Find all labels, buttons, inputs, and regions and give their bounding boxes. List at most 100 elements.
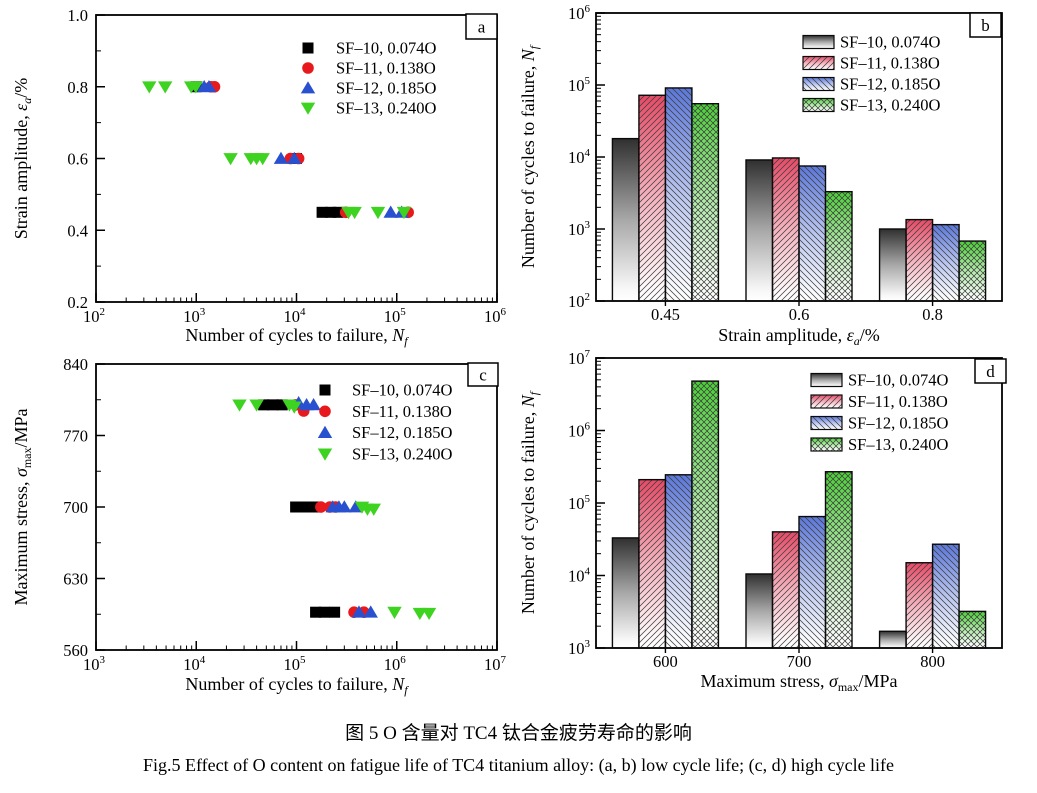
bar-hatch xyxy=(691,381,719,648)
scatter-point xyxy=(315,501,327,513)
tick-label: 700 xyxy=(63,498,88,517)
svg-text:d: d xyxy=(986,362,995,381)
bar-hatch xyxy=(638,479,666,648)
bar-hatch xyxy=(932,544,960,648)
legend-label: SF–13, 0.240O xyxy=(336,99,436,118)
scatter-point xyxy=(287,401,302,414)
svg-text:b: b xyxy=(981,16,990,35)
scatter-point xyxy=(273,151,289,164)
scatter-point xyxy=(300,81,316,94)
x-axis xyxy=(664,301,934,306)
scatter-point xyxy=(249,399,264,412)
legend-label: SF–11, 0.138O xyxy=(848,392,948,411)
tick-label: 106 xyxy=(384,654,407,674)
legend-label: SF–13, 0.240O xyxy=(840,96,940,115)
y-axis xyxy=(596,12,605,302)
legend-label: SF–13, 0.240O xyxy=(352,444,452,463)
scatter-point xyxy=(142,81,157,94)
tick-label: 105 xyxy=(568,493,591,513)
caption-english: Fig.5 Effect of O content on fatigue lif… xyxy=(142,755,895,775)
legend-label: SF–12, 0.185O xyxy=(848,414,948,433)
svg-text:c: c xyxy=(479,366,487,385)
x-axis xyxy=(95,641,498,650)
scatter-point xyxy=(363,605,378,618)
panel-d-bar-chart: 103 104 105 106 107 600 700 800 Maximum stress, … xyxy=(518,350,1007,694)
tick-label: 770 xyxy=(63,427,88,446)
series-1 xyxy=(258,399,341,618)
scatter-point xyxy=(421,607,437,621)
tick-label: 105 xyxy=(284,654,307,674)
x-axis-label: Maximum stress, σmax/MPa xyxy=(700,671,897,694)
y-axis xyxy=(96,14,105,303)
scatter-point xyxy=(232,399,247,412)
x-axis-label: Strain amplitude, εa/% xyxy=(718,325,880,348)
scatter-point xyxy=(351,605,367,618)
scatter-point xyxy=(387,606,402,620)
tick-label: 630 xyxy=(63,570,88,589)
scatter-point xyxy=(308,501,320,513)
x-axis xyxy=(664,648,934,653)
legend-label: SF–12, 0.185O xyxy=(336,79,436,98)
bar-hatch xyxy=(825,191,852,301)
tick-label: 1.0 xyxy=(67,6,88,25)
bar xyxy=(811,373,842,387)
bar xyxy=(612,138,639,301)
legend-label: SF–11, 0.138O xyxy=(840,54,940,73)
scatter-point xyxy=(188,81,204,94)
legend-label: SF–11, 0.138O xyxy=(352,402,452,421)
scatter-point xyxy=(329,606,341,618)
bar xyxy=(803,35,834,49)
tick-label: 0.4 xyxy=(67,221,88,240)
category-label: 0.45 xyxy=(651,305,680,324)
tick-label: 105 xyxy=(384,306,407,326)
tick-label: 107 xyxy=(568,350,591,368)
bar-hatch xyxy=(825,471,852,648)
scatter-point xyxy=(300,102,316,115)
bar-hatch xyxy=(811,416,842,430)
panel-letter: c xyxy=(467,362,499,387)
scatter-point xyxy=(276,399,288,411)
bar-hatch xyxy=(932,224,960,301)
panel-b-bar-chart: 102 103 104 105 106 0.45 0.6 0.8 Strain amplitud… xyxy=(518,3,1003,348)
scatter-point xyxy=(337,500,352,513)
scatter-point xyxy=(302,42,314,54)
scatter-point xyxy=(201,79,217,93)
scatter-point xyxy=(383,205,398,218)
panel-letter: b xyxy=(969,12,1002,38)
scatter-point xyxy=(157,81,173,94)
tick-label: 106 xyxy=(484,306,507,326)
scatter-point xyxy=(348,500,363,513)
bar xyxy=(612,537,639,648)
scatter-point xyxy=(319,405,331,418)
bar-hatch xyxy=(803,98,834,112)
x-axis-label: Number of cycles to failure, Nf xyxy=(185,325,409,348)
scatter-point xyxy=(412,607,428,621)
scatter-point xyxy=(370,206,386,220)
y-axis xyxy=(596,357,605,649)
bar-hatch xyxy=(799,516,826,648)
tick-label: 106 xyxy=(568,3,591,23)
x-axis-label: Number of cycles to failure, Nf xyxy=(185,674,409,697)
tick-label: 104 xyxy=(568,566,591,586)
category-label: 700 xyxy=(787,652,812,671)
panel-letter: a xyxy=(465,13,498,40)
scatter-point xyxy=(319,384,331,396)
bar-hatch xyxy=(811,438,842,451)
y-axis-label: Number of cycles to failure, Nf xyxy=(518,390,541,614)
bar-hatch xyxy=(803,56,834,70)
tick-label: 0.6 xyxy=(67,150,88,169)
y-axis-label: Number of cycles to failure, Nf xyxy=(518,44,541,268)
category-label: 0.8 xyxy=(922,305,943,324)
bar xyxy=(879,631,907,648)
legend-label: SF–10, 0.074O xyxy=(848,371,948,390)
bar-hatch xyxy=(803,77,834,91)
scatter-point xyxy=(287,151,302,164)
tick-label: 0.8 xyxy=(67,78,88,97)
panel-letter: d xyxy=(974,358,1007,384)
